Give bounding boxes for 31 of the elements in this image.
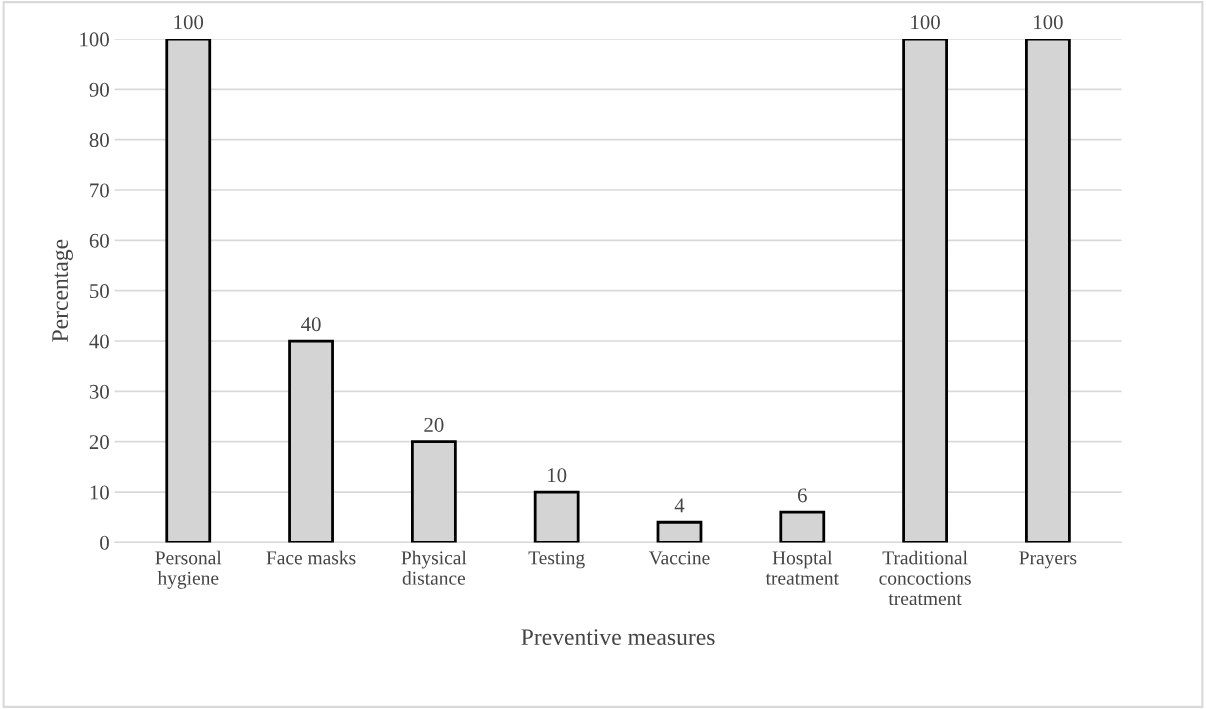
data-label: 100 xyxy=(1034,15,1063,30)
data-label: 4 xyxy=(674,498,685,513)
data-label: 40 xyxy=(301,317,321,332)
data-label: 10 xyxy=(548,468,567,483)
y-axis-title: Percentage xyxy=(52,239,73,342)
y-tick-label: 80 xyxy=(89,133,109,148)
x-tick-label: Vaccine xyxy=(648,551,710,565)
data-label: 20 xyxy=(424,417,444,432)
y-tick-label: 70 xyxy=(90,183,109,198)
bar xyxy=(779,510,826,543)
y-tick-label: 10 xyxy=(90,485,109,500)
x-tick-label: Testing xyxy=(528,551,585,569)
y-tick-label: 90 xyxy=(89,82,109,97)
y-tick-label: 40 xyxy=(89,334,109,349)
y-tick-label: 0 xyxy=(100,535,109,550)
y-tick-label: 50 xyxy=(90,284,109,299)
data-label: 100 xyxy=(911,15,940,30)
data-label: 6 xyxy=(797,488,807,503)
x-tick-label: Personal hygiene xyxy=(155,550,222,589)
x-tick-label: Face masks xyxy=(266,550,356,565)
x-tick-label: Physical distance xyxy=(401,550,467,585)
x-tick-label: Prayers xyxy=(1019,551,1077,569)
y-tick-label: 60 xyxy=(89,233,109,248)
bar xyxy=(656,520,703,543)
x-tick-label: Hosptal treatment xyxy=(765,550,839,585)
y-tick-label: 30 xyxy=(89,384,109,399)
x-axis-title: Preventive measures xyxy=(521,629,715,646)
data-label: 100 xyxy=(174,15,204,30)
y-tick-label: 100 xyxy=(80,32,109,47)
y-tick-label: 20 xyxy=(89,435,109,450)
x-tick-label: Traditional concoctions treatment xyxy=(879,550,971,606)
